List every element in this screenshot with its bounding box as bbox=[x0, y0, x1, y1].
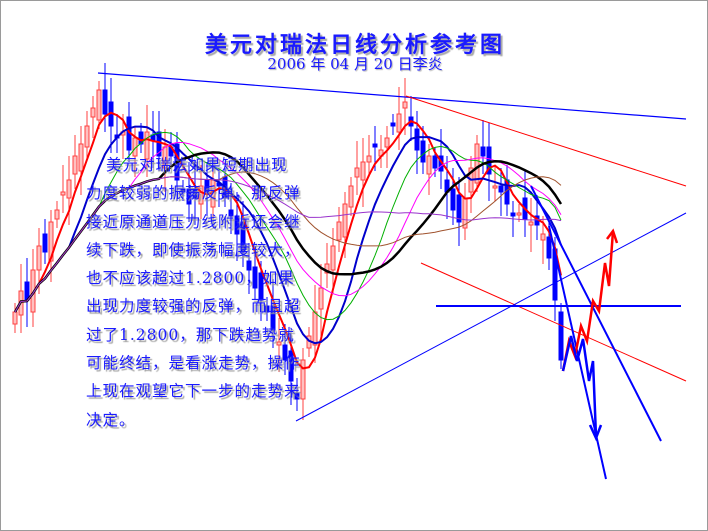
candle-body bbox=[288, 350, 294, 382]
upper-resistance-line bbox=[97, 72, 687, 120]
candle-body bbox=[102, 89, 108, 115]
candle-body bbox=[144, 131, 150, 160]
candle-body bbox=[390, 122, 396, 127]
candle-body bbox=[270, 305, 276, 331]
candle-body bbox=[324, 263, 330, 274]
candle-body bbox=[60, 191, 66, 196]
candle-body bbox=[234, 215, 240, 235]
moving-average-50 bbox=[14, 176, 562, 313]
candle-body bbox=[420, 140, 426, 163]
chart-subtitle: 2006 年 04 月 20 日李炎 bbox=[267, 55, 443, 73]
candle-body bbox=[498, 185, 504, 193]
candle-body bbox=[228, 209, 234, 217]
candle-body bbox=[138, 131, 144, 145]
candle-body bbox=[492, 185, 498, 189]
candle-body bbox=[546, 236, 552, 259]
candle-body bbox=[414, 128, 420, 151]
candle-body bbox=[456, 194, 462, 223]
candle-body bbox=[396, 113, 402, 133]
candle-body bbox=[90, 107, 96, 118]
candle-body bbox=[66, 179, 72, 199]
candle-body bbox=[294, 392, 300, 400]
candle-body bbox=[372, 143, 378, 148]
moving-average-15 bbox=[14, 131, 562, 321]
channel-lower-line bbox=[420, 262, 687, 382]
candle-body bbox=[198, 185, 204, 205]
candle-body bbox=[186, 188, 192, 205]
candle-body bbox=[42, 233, 48, 253]
candle-body bbox=[282, 344, 288, 361]
bearish-arrow-head bbox=[588, 424, 603, 442]
candle-body bbox=[480, 146, 486, 157]
down-channel-upper-line bbox=[530, 185, 662, 442]
candle-body bbox=[348, 185, 354, 208]
candle-body bbox=[192, 188, 198, 199]
candle-body bbox=[12, 311, 18, 325]
channel-upper-line bbox=[405, 95, 687, 187]
candle-body bbox=[96, 89, 102, 121]
candle-body bbox=[258, 272, 264, 301]
candle-body bbox=[336, 221, 342, 241]
candle-body bbox=[264, 305, 270, 313]
bullish-arrow-head bbox=[606, 228, 619, 244]
moving-average-10 bbox=[14, 125, 562, 345]
candle-body bbox=[366, 155, 372, 163]
candle-body bbox=[426, 155, 432, 175]
candle-body bbox=[84, 125, 90, 148]
candle-body bbox=[486, 146, 492, 175]
down-channel-lower-line bbox=[548, 225, 607, 480]
candle-body bbox=[276, 341, 282, 346]
candle-body bbox=[474, 143, 480, 184]
candle-body bbox=[540, 233, 546, 241]
candle-body bbox=[432, 155, 438, 169]
candle-body bbox=[354, 167, 360, 178]
candle-body bbox=[48, 221, 54, 262]
candle-body bbox=[240, 221, 246, 253]
candle-body bbox=[516, 212, 522, 216]
chart-title: 美元对瑞法日线分析参考图 bbox=[204, 32, 505, 58]
candle-body bbox=[342, 203, 348, 238]
bearish-projection bbox=[561, 335, 598, 437]
candle-body bbox=[558, 311, 564, 361]
candle-body bbox=[156, 131, 162, 157]
moving-average-5 bbox=[14, 111, 562, 370]
candle-body bbox=[318, 287, 324, 310]
analysis-annotation: 美元对瑞法如果短期出现力度较弱的振荡反弹，那反弹接近原通道压力线附近还会继续下跌… bbox=[86, 156, 301, 429]
candle-body bbox=[36, 245, 42, 271]
candle-body bbox=[330, 245, 336, 271]
candle-body bbox=[384, 137, 390, 148]
candle-body bbox=[72, 155, 78, 175]
candle-body bbox=[54, 209, 60, 220]
candle-body bbox=[450, 188, 456, 211]
support-trendline bbox=[295, 212, 687, 422]
candle-body bbox=[360, 161, 366, 181]
candle-body bbox=[300, 359, 306, 400]
bullish-projection bbox=[561, 230, 615, 372]
candle-body bbox=[402, 101, 408, 109]
candle-body bbox=[78, 143, 84, 172]
candle-body bbox=[312, 311, 318, 346]
candle-body bbox=[180, 188, 186, 193]
candle-body bbox=[246, 260, 252, 271]
candle-body bbox=[252, 266, 258, 289]
candle-body bbox=[510, 212, 516, 217]
candle-body bbox=[528, 221, 534, 226]
